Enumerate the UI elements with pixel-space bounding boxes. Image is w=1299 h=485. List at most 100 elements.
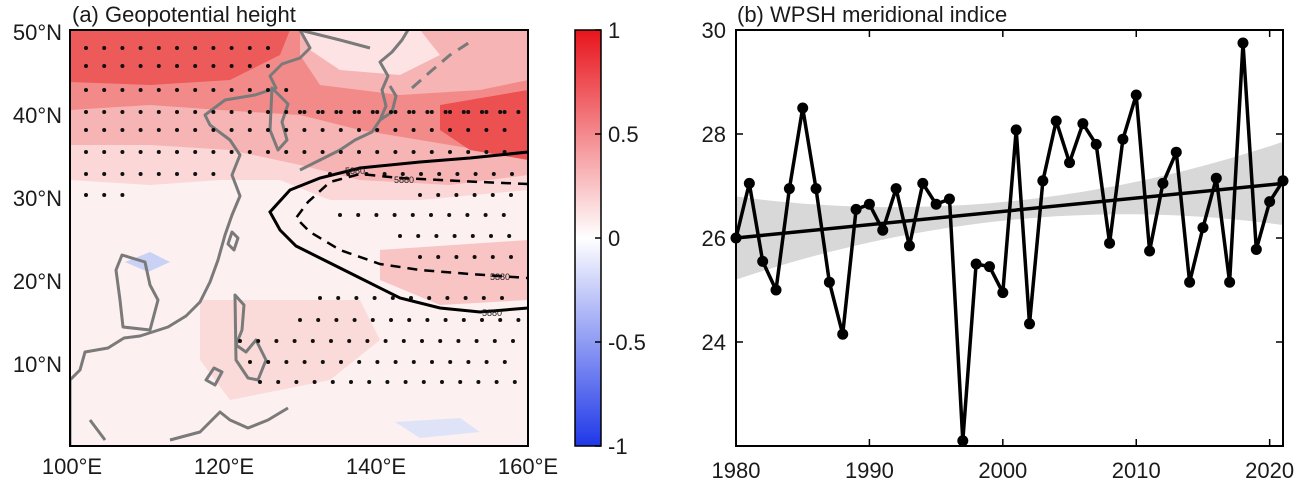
y-tick-label: 26 [702,226,726,251]
stipple-dot [463,296,468,300]
stipple-dot [302,360,307,364]
colorbar: 1 0.5 0 -0.5 -1 [574,18,646,459]
stipple-dot [502,360,507,364]
data-point [797,102,809,114]
stipple-dot [473,172,478,176]
stipple-dot [175,172,179,176]
stipple-dot [229,150,234,154]
stipple-dot [320,150,325,154]
stipple-dot [483,213,488,217]
stipple-dot [490,193,495,197]
stipple-dot [266,64,270,68]
y-tick-label: 40°N [13,103,62,128]
japan-outline [299,30,410,172]
stipple-dot [266,110,270,114]
stipple-dot [466,150,471,154]
stipple-dot [175,88,179,92]
stipple-dot [456,339,461,343]
stipple-dot [357,110,361,114]
stippling [84,46,521,384]
stipple-dot [385,380,390,384]
philippines-outline [233,293,268,382]
data-point [877,224,889,236]
stipple-dot [492,339,497,343]
data-point [810,183,822,195]
stipple-dot [507,234,512,238]
stipple-dot [120,46,125,50]
y-tick-label: 30°N [13,186,62,211]
stipple-dot [374,213,379,217]
stipple-dot [84,46,88,50]
stipple-dot [425,110,430,114]
y-axis: 24 26 28 30 [702,18,1283,355]
data-point [1210,172,1222,184]
x-tick-label: 1990 [845,458,894,483]
stipple-dot [511,339,515,343]
stipple-dot [84,193,88,197]
stipple-dot [102,88,107,92]
data-point [1264,196,1276,208]
stipple-dot [334,110,339,114]
data-point [943,193,955,205]
stipple-dot [258,380,262,384]
stipple-dot [516,110,521,114]
sumatra-outline [88,419,107,441]
stipple-dot [392,213,397,217]
stipple-dot [211,150,216,154]
contour-label: 5880 [490,272,510,282]
stipple-dot [318,296,322,300]
stipple-dot [372,296,377,300]
data-point [1184,276,1196,288]
stipple-dot [84,172,88,176]
stipple-dot [448,110,452,114]
stipple-dot [298,318,302,322]
panel-b: (b) WPSH meridional indice 24 26 28 30 1980… [702,2,1295,483]
stipple-dot [436,255,441,259]
stipple-dot [509,255,513,259]
data-point [1197,222,1209,234]
stipple-dot [175,150,179,154]
stipple-dot [138,110,143,114]
stipple-dot [310,339,315,343]
stipple-dot [229,46,234,50]
data-point [1064,157,1076,169]
stipple-dot [330,380,335,384]
stipple-dot [138,128,143,132]
y-tick-label: 10°N [13,352,62,377]
stipple-dot [138,64,143,68]
stipple-dot [247,150,252,154]
data-point [1117,133,1129,145]
stipple-dot [266,360,271,364]
stipple-dot [284,128,289,132]
sakhalin-outline [299,30,371,50]
stipple-dot [229,110,234,114]
map-field [70,30,528,446]
stipple-dot [390,296,395,300]
stipple-dot [389,318,393,322]
stipple-dot [472,193,477,197]
indochina-outline [114,253,160,332]
data-point [1077,118,1089,130]
stipple-dot [484,150,489,154]
stipple-dot [302,128,307,132]
stipple-dot [102,64,107,68]
data-point [1237,37,1249,49]
stipple-dot [393,360,398,364]
data-point [1224,276,1236,288]
data-point [930,198,942,210]
stipple-dot [401,339,406,343]
stipple-dot [102,172,107,176]
stipple-dot [354,296,359,300]
stipple-dot [440,380,444,384]
stipple-dot [175,128,179,132]
stipple-dot [247,64,252,68]
stipple-dot [436,193,441,197]
stipple-dot [461,110,466,114]
data-point [743,177,755,189]
stipple-dot [320,360,325,364]
stipple-dot [276,380,281,384]
stipple-dot [138,46,143,50]
data-point [917,177,929,189]
stipple-dot [211,172,216,176]
